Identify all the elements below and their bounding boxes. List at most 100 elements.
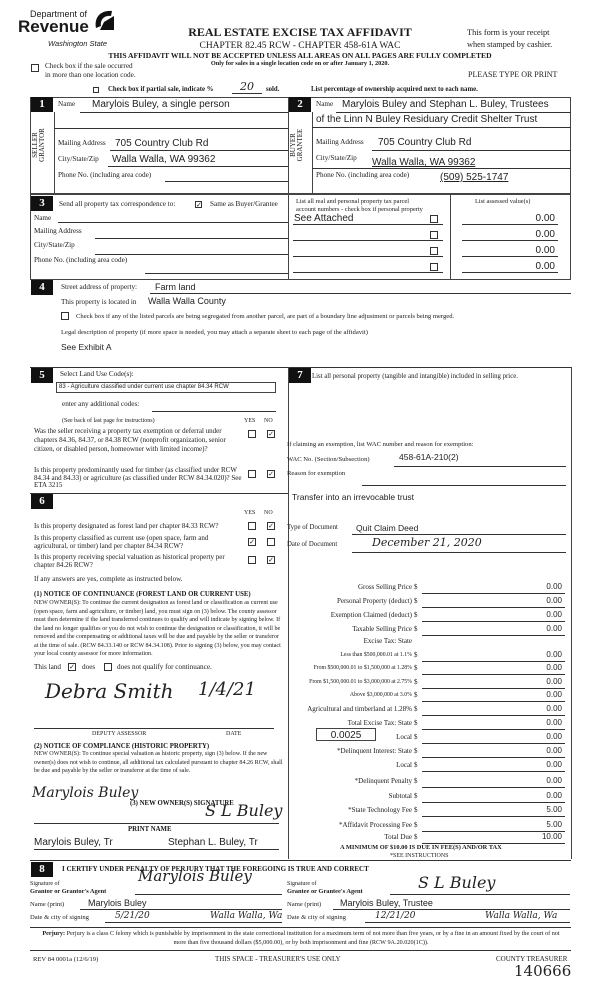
parcel-header-2: account numbers - check box if personal … xyxy=(296,206,423,213)
ownership-note: List percentage of ownership acquired ne… xyxy=(311,86,478,93)
partial-sale-sold: sold. xyxy=(266,86,280,93)
multi-location-checkbox xyxy=(31,64,39,72)
tax-row-value: 0.00 xyxy=(546,791,562,800)
treasurer-space-label: THIS SPACE - TREASURER'S USE ONLY xyxy=(215,955,341,963)
s6-q3-yes xyxy=(248,556,256,564)
personal-property-checkbox xyxy=(430,215,438,223)
dollar-sign: $ xyxy=(414,678,418,686)
reason-label: Reason for exemption xyxy=(287,470,346,477)
wac-value: 458-61A-210(2) xyxy=(399,452,459,462)
section-6-number: 6 xyxy=(31,494,53,509)
exemption-label: If claiming an exemption, list WAC numbe… xyxy=(287,441,474,448)
tax-row-value: 0.00 xyxy=(546,776,562,785)
partial-sale-percent: 20 xyxy=(240,80,254,93)
s6-yes-header: YES xyxy=(244,510,256,516)
personal-property-checkbox xyxy=(430,231,438,239)
section-3-box xyxy=(30,194,571,280)
section-5-number: 5 xyxy=(31,368,53,383)
section-8-number: 8 xyxy=(31,862,53,877)
dollar-sign: $ xyxy=(414,611,418,619)
tax-row-value: 0.00 xyxy=(546,718,562,727)
tax-row-label: Taxable Selling Price xyxy=(352,625,412,633)
seller-name: Marylois Buley, a single person xyxy=(92,99,230,110)
grantee-sig-label-1: Signature of xyxy=(287,881,317,887)
dollar-sign: $ xyxy=(414,821,418,829)
buyer-city: Walla Walla, WA 99362 xyxy=(372,157,476,168)
print-name-1: Marylois Buley, Tr xyxy=(34,837,113,848)
additional-codes-label: enter any additional codes: xyxy=(62,400,140,408)
grantee-sig-label-2: Grantee or Grantee's Agent xyxy=(287,888,363,895)
tax-row-value: 0.00 xyxy=(546,690,562,699)
tax-row-label: From $500,000.01 to $1,500,000 at 1.28% xyxy=(313,665,412,671)
seller-name-label: Name xyxy=(58,100,76,108)
personal-property-checkbox xyxy=(430,263,438,271)
dollar-sign: $ xyxy=(414,806,418,814)
grantor-name-label: Name (print) xyxy=(30,901,65,908)
assessed-value: 0.00 xyxy=(535,261,555,272)
s5-question-2: Is this property predominantly used for … xyxy=(34,466,242,489)
this-land-label: This land xyxy=(34,663,61,671)
seller-city: Walla Walla, WA 99362 xyxy=(112,154,216,165)
land-does-qualify-checkbox: ✓ xyxy=(68,663,76,671)
section-4-number: 4 xyxy=(31,280,53,295)
tax-row-label: *Delinquent Penalty xyxy=(354,777,412,785)
receipt-note-1: This form is your receipt xyxy=(467,28,550,37)
does-label: does xyxy=(82,663,96,671)
grantor-date: 5/21/20 xyxy=(115,911,150,921)
assessed-value: 0.00 xyxy=(535,229,555,240)
s6-q2-no xyxy=(267,538,275,546)
legal-description-label: Legal description of property (if more s… xyxy=(61,329,368,336)
warning: THIS AFFIDAVIT WILL NOT BE ACCEPTED UNLE… xyxy=(108,51,492,60)
assessor-signature: Debra Smith xyxy=(45,679,174,703)
perjury-notice: Perjury: Perjury is a class C felony whi… xyxy=(42,930,560,946)
grantee-name-label: Name (print) xyxy=(287,901,322,908)
s3-city-label: City/State/Zip xyxy=(34,241,75,249)
street-label: Street address of property: xyxy=(61,283,138,291)
s6-question-3: Is this property receiving special valua… xyxy=(34,553,225,569)
dollar-sign: $ xyxy=(414,664,418,672)
tax-row-label: Subtotal xyxy=(388,792,412,800)
dollar-sign: $ xyxy=(414,583,418,591)
legal-description: See Exhibit A xyxy=(61,342,112,352)
tax-row-value: 0.00 xyxy=(546,704,562,713)
dollar-sign: $ xyxy=(414,761,418,769)
new-owner-signature-2: S L Buley xyxy=(205,801,283,820)
personal-property-checkbox xyxy=(430,247,438,255)
segregated-checkbox xyxy=(61,312,69,320)
tax-row-label: Local xyxy=(396,733,412,741)
tax-row-label: Personal Property (deduct) xyxy=(336,597,412,605)
form-subtitle: CHAPTER 82.45 RCW - CHAPTER 458-61A WAC xyxy=(199,41,401,51)
dollar-sign: $ xyxy=(414,733,418,741)
tax-row-label: From $1,500,000.01 to $3,000,000 at 2.75… xyxy=(309,679,412,685)
tax-row-value: 0.00 xyxy=(546,582,562,591)
seller-mail: 705 Country Club Rd xyxy=(115,138,209,149)
print-name-label: PRINT NAME xyxy=(128,826,172,833)
assessor-date: 1/4/21 xyxy=(198,679,256,700)
grantor-sig-label-1: Signature of xyxy=(30,881,60,887)
section-7-number: 7 xyxy=(289,368,311,383)
notice-1-text: NEW OWNER(S): To continue the current de… xyxy=(34,600,281,657)
s5-yes-header: YES xyxy=(244,418,256,424)
seller-mail-label: Mailing Address xyxy=(58,139,106,147)
grantee-date-label: Date & city of signing xyxy=(287,914,346,921)
receipt-note-2: when stamped by cashier. xyxy=(467,40,553,49)
dollar-sign: $ xyxy=(414,719,418,727)
tax-row-value: 0.00 xyxy=(546,732,562,741)
s5-q2-yes xyxy=(248,470,256,478)
tax-row-value: 0.00 xyxy=(546,610,562,619)
buyer-mail-label: Mailing Address xyxy=(316,138,364,146)
assessed-header: List assessed value(s) xyxy=(475,198,531,205)
section-3-number: 3 xyxy=(31,196,53,211)
grantor-name: Marylois Buley xyxy=(88,898,147,908)
tax-row-value: 5.00 xyxy=(546,805,562,814)
located-label: This property is located in xyxy=(61,298,137,306)
tax-row-label: Agricultural and timberland at 1.28% xyxy=(307,705,412,713)
buyer-grantee-label: BUYER GRANTEE xyxy=(289,128,304,162)
multi-location-label-1: Check box if the sale occurred xyxy=(45,62,133,70)
deputy-assessor-label: DEPUTY ASSESSOR xyxy=(92,731,147,737)
same-as-buyer-label: Same as Buyer/Grantee xyxy=(210,200,278,208)
assessed-value: 0.00 xyxy=(535,213,555,224)
seller-grantor-label: SELLER GRANTOR xyxy=(31,128,46,162)
notice-1-title: (1) NOTICE OF CONTINUANCE (FOREST LAND O… xyxy=(34,591,251,598)
send-correspondence-label: Send all property tax correspondence to: xyxy=(59,200,176,208)
